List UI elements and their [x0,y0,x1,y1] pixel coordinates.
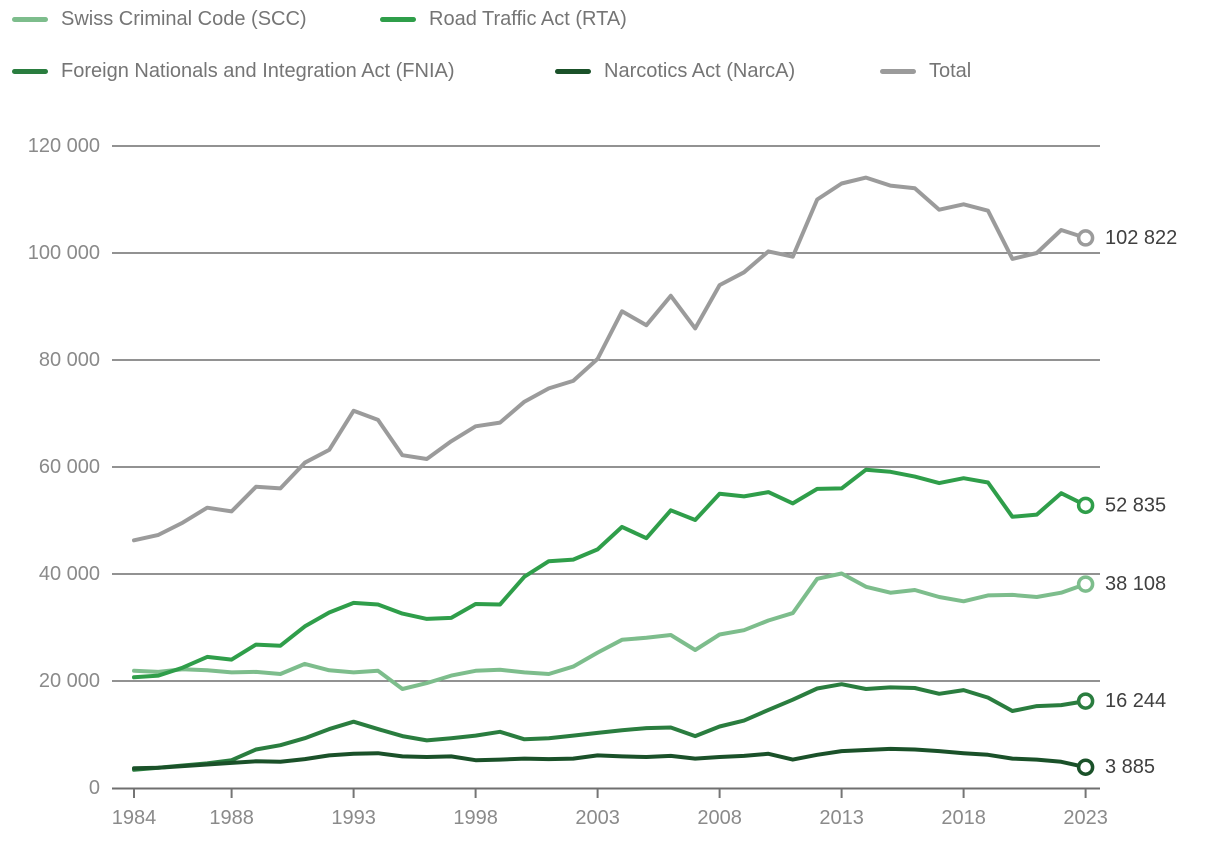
x-tick-label: 2023 [1063,807,1108,829]
x-tick-label: 2008 [697,807,742,829]
rta-line-swatch-icon [380,16,416,22]
legend-row-2: Foreign Nationals and Integration Act (F… [12,58,1220,84]
end-value-narca: 3 885 [1105,756,1155,778]
legend-label-fnia: Foreign Nationals and Integration Act (F… [61,59,455,82]
end-value-fnia: 16 244 [1105,690,1166,712]
y-tick-label: 80 000 [39,349,100,371]
y-tick-label: 0 [89,777,100,799]
total-line-swatch-icon [880,68,916,74]
legend-item-narca[interactable]: Narcotics Act (NarcA) [555,60,880,83]
x-axis: 1984 1988 1993 1998 2003 2008 2013 2018 2023 [112,787,1108,829]
series-line-rta [132,467,1088,680]
x-tick-label: 1984 [112,807,157,829]
end-markers [1076,229,1095,776]
legend-row-1: Swiss Criminal Code (SCC) Road Traffic A… [12,6,1220,32]
series-lines [132,175,1088,772]
y-axis-labels: 0 20 000 40 000 60 000 80 000 100 000 120 000 [28,135,100,799]
x-tick-label: 1988 [209,807,254,829]
end-value-total: 102 822 [1105,227,1177,249]
legend-item-fnia[interactable]: Foreign Nationals and Integration Act (F… [12,60,555,83]
y-tick-label: 100 000 [28,242,100,264]
x-tick-label: 2013 [819,807,864,829]
fnia-line-swatch-icon [12,68,48,74]
end-marker-total [1076,229,1095,247]
y-tick-label: 40 000 [39,563,100,585]
end-value-labels: 38 108 52 835 16 244 3 885 102 822 [1105,227,1177,778]
x-tick-label: 1998 [453,807,498,829]
chart-legend: Swiss Criminal Code (SCC) Road Traffic A… [12,6,1220,84]
narca-line-swatch-icon [555,68,591,74]
series-line-narca [132,746,1088,771]
x-tick-label: 1993 [331,807,376,829]
end-marker-scc [1076,575,1095,593]
end-value-rta: 52 835 [1105,494,1166,516]
end-marker-fnia [1076,692,1095,710]
series-line-scc [132,571,1088,691]
end-marker-rta [1076,496,1095,515]
series-line-total [132,175,1088,543]
x-tick-label: 2003 [575,807,620,829]
legend-label-scc: Swiss Criminal Code (SCC) [61,7,307,30]
legend-item-scc[interactable]: Swiss Criminal Code (SCC) [12,8,380,31]
y-tick-label: 120 000 [28,135,100,157]
legend-item-total[interactable]: Total [880,60,971,83]
scc-line-swatch-icon [12,16,48,22]
y-tick-label: 20 000 [39,670,100,692]
x-tick-label: 2018 [941,807,986,829]
legend-label-narca: Narcotics Act (NarcA) [604,59,796,82]
legend-item-rta[interactable]: Road Traffic Act (RTA) [380,8,627,31]
legend-label-rta: Road Traffic Act (RTA) [429,7,627,30]
y-tick-label: 60 000 [39,456,100,478]
end-value-scc: 38 108 [1105,573,1166,595]
end-marker-narca [1076,758,1095,776]
legend-label-total: Total [929,59,972,82]
gridlines [112,145,1100,682]
series-line-fnia [132,682,1088,772]
